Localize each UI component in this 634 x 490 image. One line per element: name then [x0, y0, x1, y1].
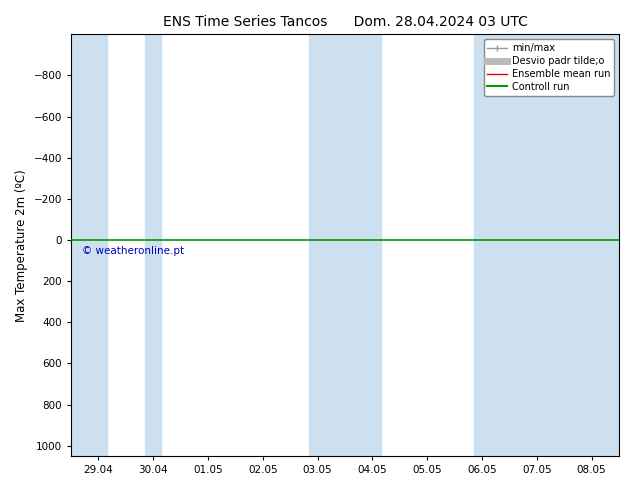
Bar: [71, 34, 107, 456]
Bar: [145, 34, 162, 456]
Title: ENS Time Series Tancos      Dom. 28.04.2024 03 UTC: ENS Time Series Tancos Dom. 28.04.2024 0…: [162, 15, 527, 29]
Y-axis label: Max Temperature 2m (ºC): Max Temperature 2m (ºC): [15, 169, 28, 321]
Legend: min/max, Desvio padr tilde;o, Ensemble mean run, Controll run: min/max, Desvio padr tilde;o, Ensemble m…: [484, 39, 614, 96]
Bar: [309, 34, 380, 456]
Bar: [474, 34, 619, 456]
Text: © weatheronline.pt: © weatheronline.pt: [82, 246, 184, 256]
